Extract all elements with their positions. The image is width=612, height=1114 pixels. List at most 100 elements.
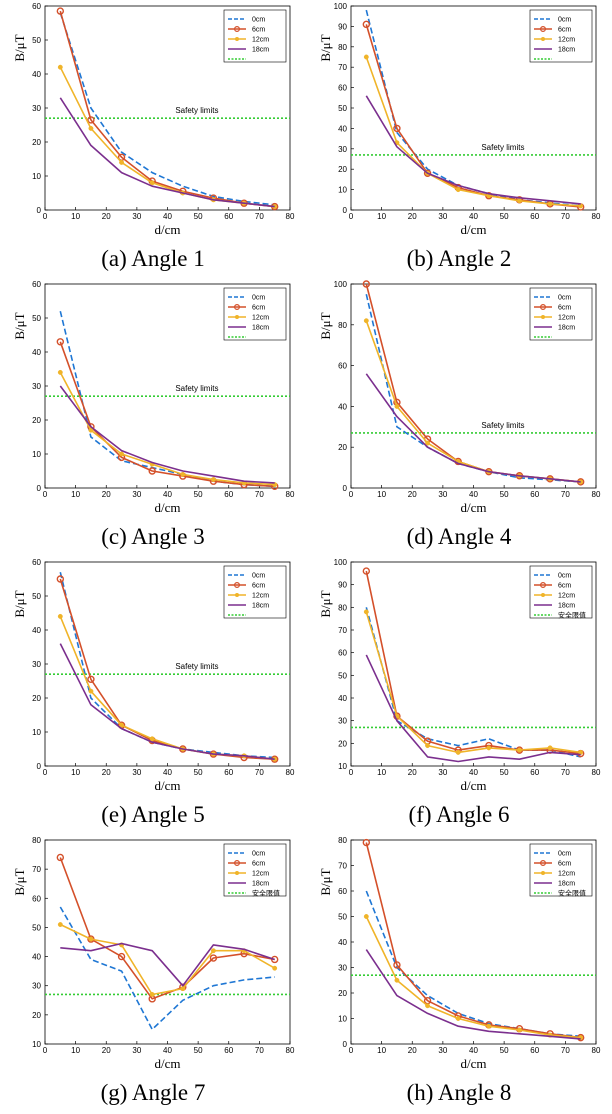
legend-label: 12cm <box>558 37 575 44</box>
data-point-12cm <box>455 187 461 193</box>
data-point-6cm <box>423 169 432 177</box>
y-tick-label: 40 <box>338 402 347 411</box>
data-point-12cm <box>119 451 125 457</box>
x-tick-label: 20 <box>102 490 111 499</box>
legend-marker <box>540 26 547 33</box>
x-tick-label: 70 <box>255 768 264 777</box>
y-tick-label: 50 <box>338 913 347 922</box>
y-tick-label: 50 <box>32 923 41 932</box>
x-tick-label: 30 <box>438 1046 447 1055</box>
x-tick-label: 50 <box>500 490 509 499</box>
x-tick-label: 50 <box>194 1046 203 1055</box>
data-point-12cm <box>455 749 461 755</box>
data-point-12cm <box>119 722 125 728</box>
y-tick-label: 20 <box>32 1011 41 1020</box>
x-tick-label: 20 <box>102 768 111 777</box>
data-point-12cm <box>149 180 155 186</box>
y-tick-label: 50 <box>32 314 41 323</box>
y-tick-label: 80 <box>338 321 347 330</box>
data-point-12cm <box>363 914 369 919</box>
y-tick-label: 50 <box>338 671 347 680</box>
series-line-18cm <box>59 643 275 760</box>
y-tick-label: 40 <box>338 124 347 133</box>
data-point-6cm <box>362 838 371 847</box>
series-line-18cm <box>59 385 275 484</box>
x-tick-label: 0 <box>43 1046 48 1055</box>
legend-label: 12cm <box>252 871 269 878</box>
series-line-12cm <box>365 611 581 754</box>
x-axis-label: d/cm <box>155 778 181 793</box>
legend-label: 安全限值 <box>558 889 586 898</box>
legend-label: 12cm <box>252 315 269 322</box>
data-point-12cm <box>149 992 155 997</box>
data-point-6cm <box>270 955 279 964</box>
x-tick-label: 60 <box>530 1046 539 1055</box>
legend-label: 18cm <box>558 881 575 888</box>
legend-marker <box>541 37 545 41</box>
legend-label: 6cm <box>252 27 265 34</box>
data-point-6cm <box>117 952 126 961</box>
chart-svg: 0 10 20 30 40 50 60 70 80 0 10 20 30 40 50 60 d/cm B/μT Sa… <box>12 280 295 515</box>
series-line-18cm <box>365 95 581 205</box>
x-tick-label: 10 <box>377 768 386 777</box>
y-tick-label: 60 <box>338 649 347 658</box>
data-point-12cm <box>180 986 186 992</box>
data-point-12cm <box>516 747 522 753</box>
legend-marker <box>541 315 545 319</box>
safety-limit-label: Safety limits <box>175 384 218 393</box>
y-axis-label: B/μT <box>12 868 27 895</box>
y-tick-label: 70 <box>338 862 347 871</box>
x-tick-label: 20 <box>102 1046 111 1055</box>
safety-limit-label: Safety limits <box>481 143 524 152</box>
legend-label: 18cm <box>558 47 575 54</box>
x-tick-label: 40 <box>469 768 478 777</box>
legend-label: 0cm <box>558 295 571 302</box>
panel-caption: (h) Angle 8 <box>406 1080 512 1105</box>
x-tick-label: 80 <box>286 1046 295 1055</box>
x-tick-label: 0 <box>349 1046 354 1055</box>
legend-label: 6cm <box>558 305 571 312</box>
chart-panel: 0 10 20 30 40 50 60 70 80 10 20 30 40 50 60 70 80 90 100 d/… <box>306 556 612 834</box>
legend-label: 安全限值 <box>252 889 280 898</box>
chart-svg: 0 10 20 30 40 50 60 70 80 0 10 20 30 40 50 60 d/cm B/μT Sa… <box>12 2 295 237</box>
y-tick-label: 10 <box>338 1015 347 1024</box>
series-line-0cm <box>365 9 581 207</box>
x-tick-label: 20 <box>102 212 111 221</box>
y-tick-label: 80 <box>338 43 347 52</box>
data-point-12cm <box>88 688 94 694</box>
y-tick-label: 40 <box>32 348 41 357</box>
x-tick-label: 80 <box>286 490 295 499</box>
y-tick-label: 90 <box>338 22 347 31</box>
data-point-12cm <box>180 471 186 477</box>
legend-marker <box>235 315 239 319</box>
x-tick-label: 50 <box>194 490 203 499</box>
legend-label: 12cm <box>252 37 269 44</box>
legend-label: 6cm <box>558 861 571 868</box>
panel-caption: (b) Angle 2 <box>406 246 512 271</box>
data-point-6cm <box>209 954 218 962</box>
y-tick-label: 30 <box>338 717 347 726</box>
chart-panel: 0 10 20 30 40 50 60 70 80 0 10 20 30 40 50 60 70 80 d/cm B/… <box>306 834 612 1112</box>
data-point-12cm <box>57 369 63 375</box>
data-point-12cm <box>149 736 155 742</box>
legend-label: 18cm <box>252 47 269 54</box>
series-line-0cm <box>59 906 275 1031</box>
legend-label: 0cm <box>252 295 265 302</box>
data-point-12cm <box>210 948 216 954</box>
y-tick-label: 20 <box>338 989 347 998</box>
y-tick-label: 70 <box>32 865 41 874</box>
safety-limit-label: Safety limits <box>481 421 524 430</box>
x-tick-label: 80 <box>592 212 601 221</box>
data-point-12cm <box>210 477 216 482</box>
x-tick-label: 60 <box>224 212 233 221</box>
x-tick-label: 20 <box>408 1046 417 1055</box>
data-point-12cm <box>425 1003 431 1009</box>
x-tick-label: 30 <box>132 212 141 221</box>
y-tick-label: 50 <box>32 592 41 601</box>
series-line-12cm <box>59 923 276 996</box>
legend-marker <box>235 871 239 875</box>
x-tick-label: 20 <box>408 490 417 499</box>
legend-label: 6cm <box>252 583 265 590</box>
y-axis-label: B/μT <box>318 868 333 895</box>
y-axis-label: B/μT <box>12 590 27 617</box>
